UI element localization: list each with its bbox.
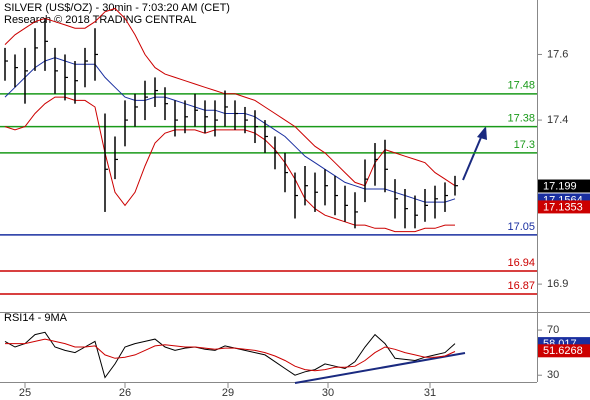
chart-title: SILVER (US$/OZ) - 30min - 7:03:20 AM (CE… <box>4 2 230 14</box>
y-tick-label: 17.6 <box>547 48 568 60</box>
level-label: 17.3 <box>514 139 535 151</box>
y-tick-label: 16.9 <box>547 278 568 290</box>
x-tick-label: 31 <box>424 387 436 399</box>
level-label: 17.38 <box>507 113 535 125</box>
indicator-line <box>4 7 456 187</box>
arrow <box>462 134 483 181</box>
y-tick-label: 70 <box>547 324 559 336</box>
last-value-label: 51.6268 <box>543 345 583 357</box>
x-tick-label: 29 <box>222 387 234 399</box>
level-label: 16.94 <box>507 257 535 269</box>
y-tick-label: 30 <box>547 369 559 381</box>
last-value-box <box>538 179 590 193</box>
indicator-title: RSI14 - 9MA <box>4 312 68 324</box>
indicator-line <box>4 96 455 233</box>
level-label: 17.05 <box>507 221 535 233</box>
x-tick-label: 26 <box>119 387 131 399</box>
last-value-label: 17.1353 <box>543 201 583 213</box>
last-value-box <box>538 344 590 358</box>
level-label: 16.87 <box>507 280 535 292</box>
last-value-label: 17.199 <box>543 180 577 192</box>
last-value-box <box>538 200 590 214</box>
indicator-line <box>4 331 456 379</box>
x-tick-label: 25 <box>19 387 31 399</box>
level-label: 17.48 <box>507 80 535 92</box>
arrow-head <box>477 126 487 140</box>
chart-subtitle: Research © 2018 TRADING CENTRAL <box>4 14 197 26</box>
x-tick-label: 30 <box>322 387 334 399</box>
y-tick-label: 17.4 <box>547 114 568 126</box>
indicator-line <box>5 338 456 372</box>
indicator-line <box>4 57 456 203</box>
trend-line <box>294 352 466 384</box>
